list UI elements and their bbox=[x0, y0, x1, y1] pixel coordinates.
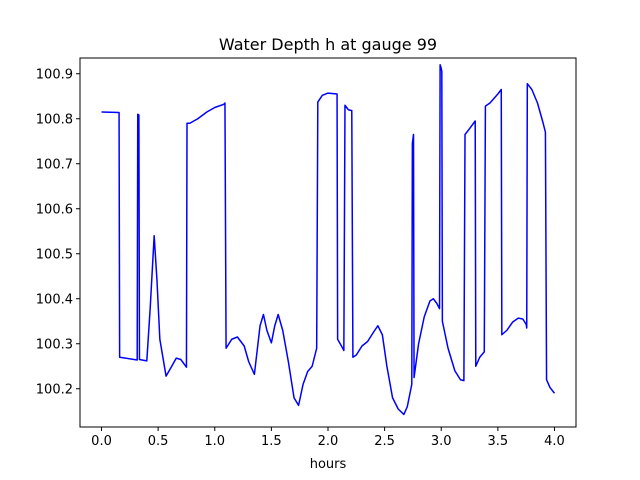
x-tick-label: 2.0 bbox=[318, 434, 339, 449]
x-tick-label: 3.0 bbox=[431, 434, 452, 449]
y-tick-label: 100.8 bbox=[36, 112, 73, 127]
chart-title: Water Depth h at gauge 99 bbox=[219, 35, 437, 54]
y-tick-label: 100.4 bbox=[36, 292, 73, 307]
y-tick-label: 100.2 bbox=[36, 382, 73, 397]
x-tick-label: 1.5 bbox=[261, 434, 282, 449]
y-tick-label: 100.6 bbox=[36, 202, 73, 217]
x-tick-label: 3.5 bbox=[488, 434, 509, 449]
x-axis: 0.0 0.5 1.0 1.5 2.0 2.5 3.0 3.5 4.0 bbox=[91, 427, 565, 449]
y-tick-label: 100.7 bbox=[36, 157, 73, 172]
y-tick-label: 100.3 bbox=[36, 337, 73, 352]
x-tick-label: 4.0 bbox=[544, 434, 565, 449]
series-layer bbox=[101, 64, 556, 416]
series-line bbox=[101, 64, 556, 416]
x-tick-label: 1.0 bbox=[204, 434, 225, 449]
y-tick-label: 100.5 bbox=[36, 247, 73, 262]
y-axis: 100.2 100.3 100.4 100.5 100.6 100.7 100.8 100.9 bbox=[36, 67, 80, 397]
x-tick-label: 2.5 bbox=[374, 434, 395, 449]
y-tick-label: 100.9 bbox=[36, 67, 73, 82]
x-axis-label: hours bbox=[310, 457, 347, 472]
x-tick-label: 0.0 bbox=[91, 434, 112, 449]
x-tick-label: 0.5 bbox=[148, 434, 169, 449]
